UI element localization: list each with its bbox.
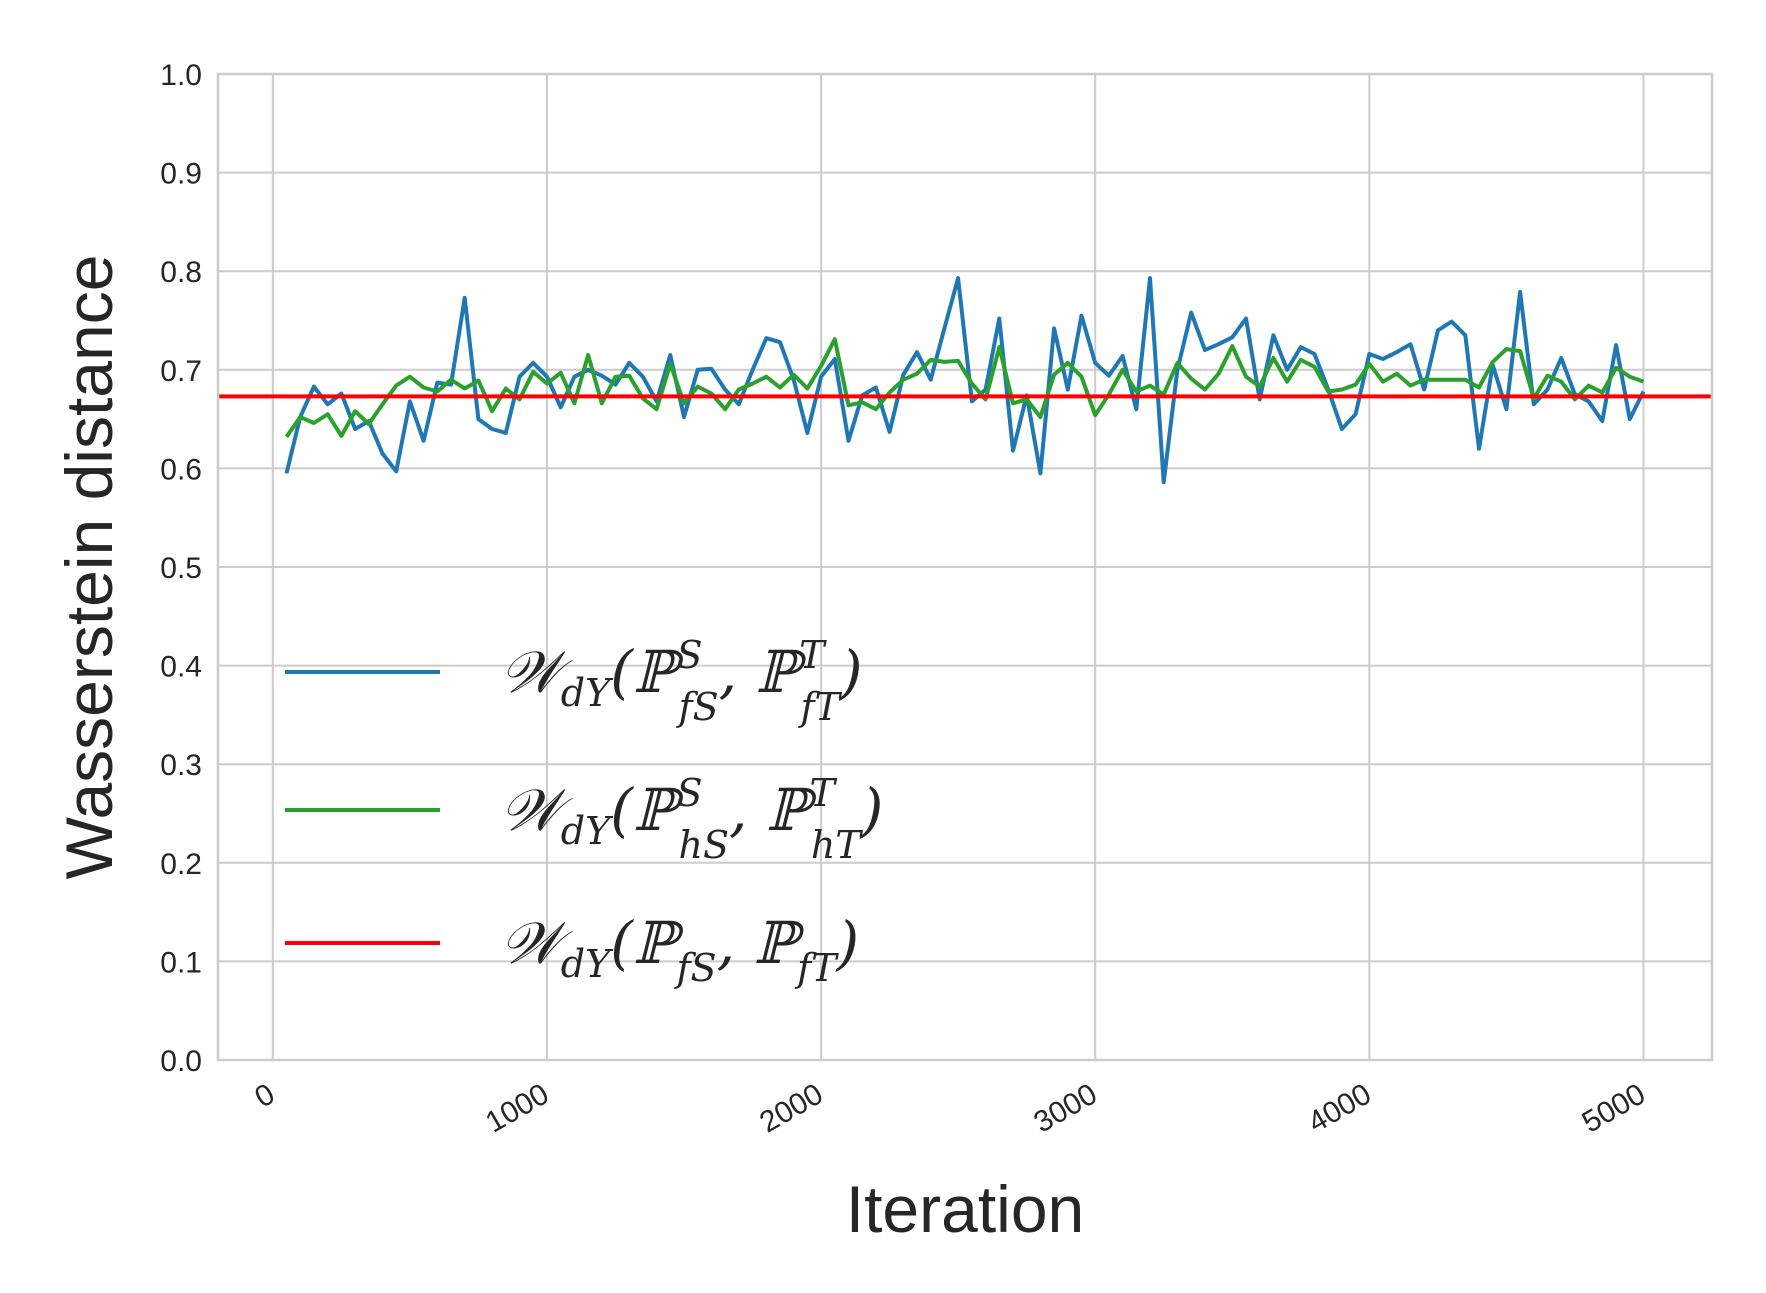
y-tick-label: 0.9 bbox=[160, 158, 202, 191]
y-tick-label: 0.0 bbox=[160, 1045, 202, 1078]
tick-labels: 0.0 0.1 0.2 0.3 0.4 0.5 0.6 0.7 0.8 0.9 1.0 0 1000 20… bbox=[160, 59, 1651, 1139]
x-tick-label: 5000 bbox=[1577, 1077, 1651, 1139]
y-tick-label: 0.5 bbox=[160, 552, 202, 585]
legend: 𝒲dY(ℙS fS, ℙT fT) 𝒲dY(ℙS hS, ℙT hT) 𝒲dY(ℙfS, ℙ… bbox=[285, 633, 883, 990]
grid bbox=[218, 73, 1712, 1061]
y-tick-label: 0.6 bbox=[160, 453, 202, 486]
x-tick-label: 0 bbox=[249, 1077, 280, 1114]
x-tick-label: 2000 bbox=[754, 1077, 828, 1139]
legend-label-3: 𝒲dY(ℙfS, ℙfT) bbox=[500, 909, 859, 990]
series-line-2 bbox=[284, 337, 1645, 438]
y-tick-label: 0.8 bbox=[160, 256, 202, 289]
series-lines bbox=[218, 276, 1712, 485]
y-tick-label: 0.1 bbox=[160, 946, 202, 979]
x-tick-label: 4000 bbox=[1303, 1077, 1377, 1139]
x-axis-label: Iteration bbox=[846, 1172, 1084, 1246]
x-tick-label: 3000 bbox=[1028, 1077, 1102, 1139]
legend-label-1: 𝒲dY(ℙS fS, ℙT fT) bbox=[500, 633, 863, 729]
y-tick-label: 0.3 bbox=[160, 749, 202, 782]
y-tick-label: 0.7 bbox=[160, 355, 202, 388]
x-tick-label: 1000 bbox=[480, 1077, 554, 1139]
y-axis-label: Wasserstein distance bbox=[52, 255, 126, 880]
legend-label-2: 𝒲dY(ℙS hS, ℙT hT) bbox=[500, 771, 883, 867]
y-tick-label: 0.4 bbox=[160, 651, 202, 684]
y-tick-label: 1.0 bbox=[160, 59, 202, 92]
series-line-1 bbox=[284, 276, 1646, 485]
y-tick-label: 0.2 bbox=[160, 848, 202, 881]
plot-frame bbox=[216, 72, 1714, 1062]
